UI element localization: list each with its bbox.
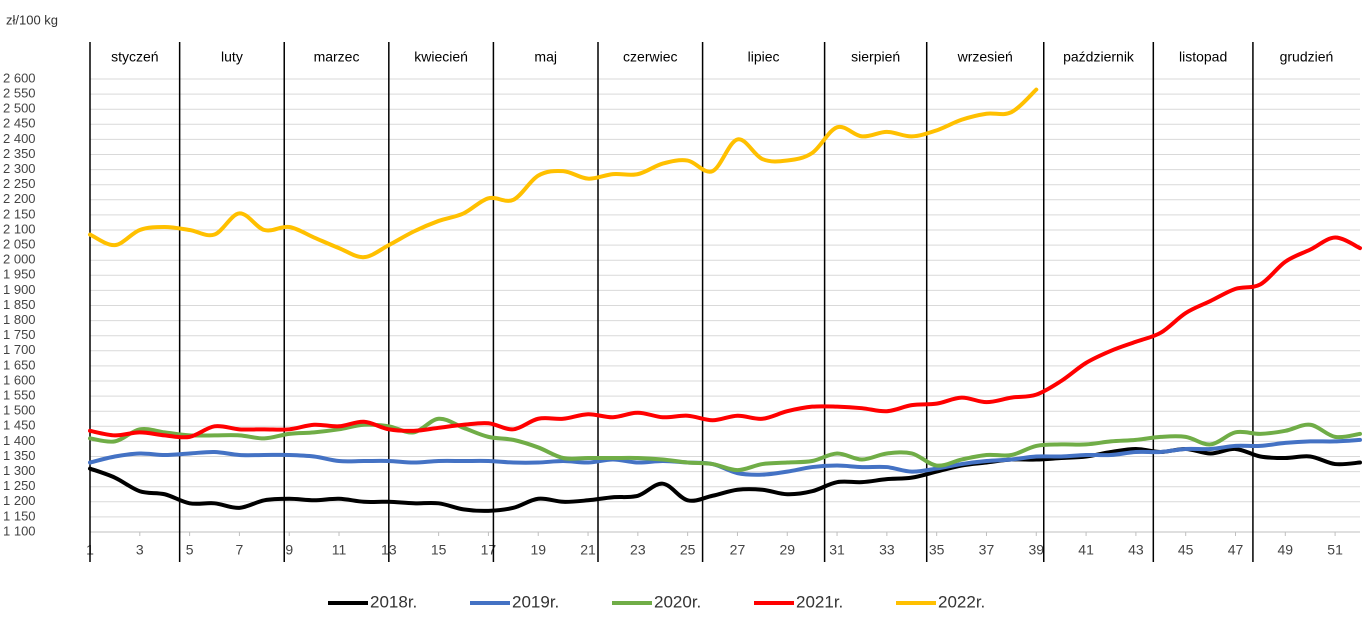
- legend-label: 2018r.: [370, 592, 417, 611]
- x-tick-label: 17: [481, 542, 497, 558]
- y-tick-label: 1 500: [3, 403, 36, 418]
- x-tick-label: 41: [1078, 542, 1094, 558]
- x-tick-label: 23: [630, 542, 646, 558]
- x-tick-label: 31: [829, 542, 845, 558]
- x-tick-label: 15: [431, 542, 447, 558]
- legend-label: 2021r.: [796, 592, 843, 611]
- month-label: luty: [221, 49, 243, 65]
- y-tick-label: 1 150: [3, 508, 36, 523]
- month-label: październik: [1063, 49, 1135, 65]
- y-tick-label: 2 100: [3, 221, 36, 236]
- month-label: czerwiec: [623, 49, 677, 65]
- y-tick-label: 2 200: [3, 191, 36, 206]
- x-tick-label: 49: [1278, 542, 1294, 558]
- y-tick-label: 2 450: [3, 116, 36, 131]
- y-tick-label: 1 850: [3, 297, 36, 312]
- y-tick-label: 2 350: [3, 146, 36, 161]
- x-tick-label: 25: [680, 542, 696, 558]
- month-label: kwiecień: [414, 49, 468, 65]
- y-tick-label: 1 700: [3, 342, 36, 357]
- month-label: marzec: [314, 49, 360, 65]
- x-tick-label: 45: [1178, 542, 1194, 558]
- x-tick-label: 39: [1028, 542, 1044, 558]
- month-label: listopad: [1179, 49, 1227, 65]
- x-tick-label: 33: [879, 542, 895, 558]
- series-line: [88, 87, 1039, 260]
- y-tick-label: 1 450: [3, 418, 36, 433]
- y-tick-label: 2 250: [3, 176, 36, 191]
- y-tick-label: 2 050: [3, 237, 36, 252]
- x-tick-label: 51: [1327, 542, 1343, 558]
- series-line: [88, 416, 1362, 473]
- y-tick-label: 1 350: [3, 448, 36, 463]
- y-tick-label: 1 100: [3, 523, 36, 538]
- month-label: styczeń: [111, 49, 158, 65]
- y-tick-label: 2 000: [3, 252, 36, 267]
- y-tick-label: 1 950: [3, 267, 36, 282]
- y-tick-label: 2 150: [3, 206, 36, 221]
- month-label: grudzień: [1280, 49, 1334, 65]
- x-tick-label: 21: [580, 542, 596, 558]
- y-tick-label: 1 550: [3, 388, 36, 403]
- x-tick-label: 9: [285, 542, 293, 558]
- y-tick-label: 1 400: [3, 433, 36, 448]
- month-label: lipiec: [748, 49, 780, 65]
- y-tick-label: 1 900: [3, 282, 36, 297]
- x-tick-label: 27: [730, 542, 746, 558]
- y-tick-label: 2 400: [3, 131, 36, 146]
- x-tick-label: 3: [136, 542, 144, 558]
- x-tick-label: 11: [332, 542, 347, 558]
- y-tick-label: 2 300: [3, 161, 36, 176]
- month-label: wrzesień: [957, 49, 1013, 65]
- y-tick-label: 1 200: [3, 493, 36, 508]
- x-tick-label: 19: [530, 542, 546, 558]
- x-tick-label: 29: [779, 542, 795, 558]
- y-tick-label: 2 550: [3, 86, 36, 101]
- x-tick-label: 35: [929, 542, 945, 558]
- series-line: [88, 235, 1362, 440]
- legend-label: 2022r.: [938, 592, 985, 611]
- month-label: sierpień: [851, 49, 900, 65]
- x-tick-label: 7: [236, 542, 244, 558]
- legend-label: 2019r.: [512, 592, 559, 611]
- y-axis-label: zł/100 kg: [6, 12, 58, 27]
- y-tick-label: 1 750: [3, 327, 36, 342]
- y-tick-label: 1 800: [3, 312, 36, 327]
- x-tick-label: 43: [1128, 542, 1144, 558]
- x-tick-label: 47: [1228, 542, 1244, 558]
- legend-label: 2020r.: [654, 592, 701, 611]
- y-tick-label: 2 500: [3, 101, 36, 116]
- x-tick-label: 5: [186, 542, 194, 558]
- y-tick-label: 1 300: [3, 463, 36, 478]
- month-label: maj: [534, 49, 557, 65]
- y-tick-label: 1 600: [3, 372, 36, 387]
- y-tick-label: 1 250: [3, 478, 36, 493]
- y-tick-label: 1 650: [3, 357, 36, 372]
- x-tick-label: 37: [979, 542, 995, 558]
- y-tick-label: 2 600: [3, 70, 36, 85]
